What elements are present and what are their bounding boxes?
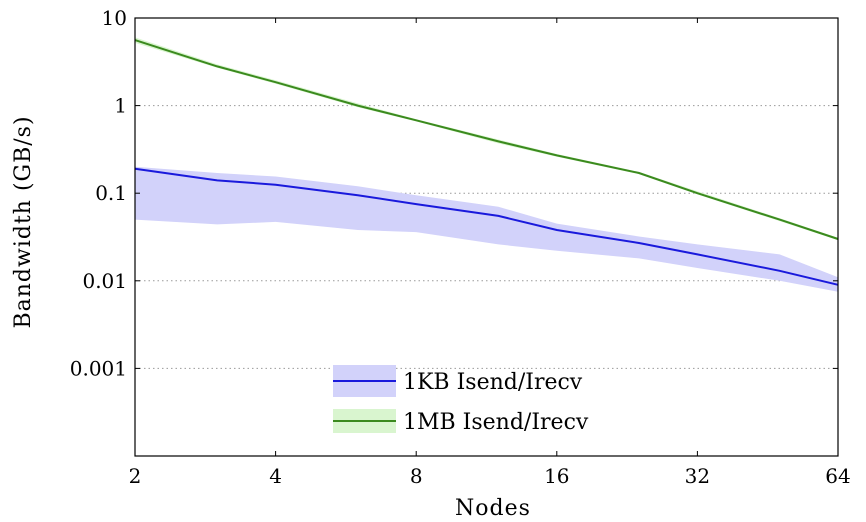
x-tick-label: 8: [410, 464, 423, 488]
y-tick-label: 10: [102, 6, 127, 30]
y-tick-label: 0.01: [82, 269, 127, 293]
x-axis-title: Nodes: [455, 496, 531, 521]
x-tick-label: 16: [544, 464, 569, 488]
x-tick-label: 2: [129, 464, 142, 488]
x-tick-label: 4: [269, 464, 282, 488]
y-tick-label: 1: [114, 94, 127, 118]
legend-label-1kb: 1KB Isend/Irecv: [403, 370, 583, 395]
x-tick-label: 64: [825, 464, 850, 488]
series-lines: [134, 39, 839, 286]
axis-ticks: 0.001 0.01 0.1 1 10 2 4 8 16 32 64: [70, 6, 851, 488]
y-axis-title: Bandwidth (GB/s): [11, 115, 36, 328]
y-tick-label: 0.001: [70, 356, 127, 380]
y-tick-label: 0.1: [95, 181, 127, 205]
series-line-0: [134, 167, 839, 286]
legend: 1KB Isend/Irecv 1MB Isend/Irecv: [333, 365, 589, 435]
x-tick-label: 32: [685, 464, 710, 488]
legend-label-1mb: 1MB Isend/Irecv: [403, 410, 589, 435]
plot-frame: [134, 17, 839, 457]
series-line-1: [134, 39, 839, 240]
confidence-bands: [135, 37, 838, 292]
series-band-0: [135, 166, 838, 292]
